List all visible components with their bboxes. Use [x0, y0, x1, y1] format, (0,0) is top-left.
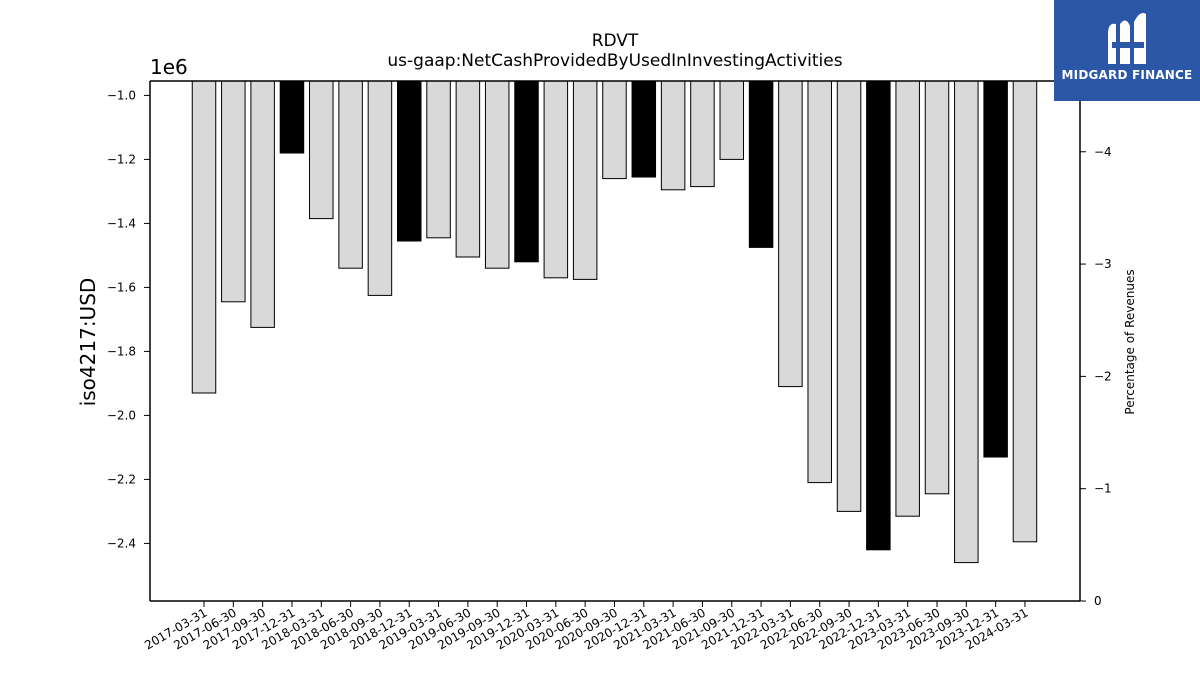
- bar: [778, 80, 803, 388]
- bar: [279, 80, 305, 154]
- chart-title: RDVT: [591, 31, 639, 51]
- y-tick-label: −1.6: [107, 280, 136, 294]
- bar: [924, 80, 950, 495]
- bar: [572, 80, 598, 280]
- bar: [631, 80, 657, 178]
- bar: [836, 80, 862, 512]
- y2-tick-label: −4: [1094, 145, 1112, 159]
- bar: [954, 80, 979, 564]
- bar: [983, 80, 1008, 458]
- bar: [426, 80, 451, 239]
- logo-mark-icon: [1108, 13, 1146, 65]
- secondary-y-axis-label: Percentage of Revenues: [1123, 269, 1137, 415]
- y-tick-label: −1.0: [107, 88, 136, 102]
- y-tick-label: −1.4: [107, 216, 136, 230]
- logo-text: MIDGARD FINANCE: [1061, 68, 1193, 82]
- y2-tick-label: −3: [1094, 257, 1112, 271]
- bars-group: [191, 80, 1038, 564]
- bar: [660, 80, 686, 191]
- y-tick-label: −2.0: [107, 408, 136, 422]
- bar: [338, 80, 363, 269]
- bar: [396, 80, 422, 242]
- bar: [484, 80, 510, 269]
- bar: [514, 80, 539, 263]
- y2-tick-label: −1: [1094, 482, 1112, 496]
- bar: [250, 80, 275, 328]
- y-tick-label: −2.4: [107, 536, 136, 550]
- bar: [455, 80, 481, 258]
- bar: [807, 80, 832, 484]
- bar: [309, 80, 334, 220]
- bar: [191, 80, 217, 394]
- midgard-finance-logo: MIDGARD FINANCE: [1054, 0, 1200, 101]
- chart-subtitle: us-gaap:NetCashProvidedByUsedInInvesting…: [387, 51, 843, 71]
- bar: [895, 80, 920, 517]
- y-tick-label: −1.2: [107, 152, 136, 166]
- y-axis-label: iso4217:USD: [76, 277, 100, 407]
- bar: [866, 80, 891, 551]
- bar: [1012, 80, 1038, 543]
- y-tick-label: −1.8: [107, 344, 136, 358]
- bar: [748, 80, 774, 248]
- y2-tick-label: −2: [1094, 369, 1112, 383]
- bar: [719, 80, 745, 160]
- bar: [602, 80, 627, 180]
- y2-tick-label: 0: [1094, 594, 1102, 608]
- bar: [543, 80, 569, 279]
- y-axis-multiplier: 1e6: [150, 55, 188, 79]
- y-tick-label: −2.2: [107, 472, 136, 486]
- bar: [221, 80, 246, 303]
- bar: [367, 80, 393, 296]
- bar: [690, 80, 715, 188]
